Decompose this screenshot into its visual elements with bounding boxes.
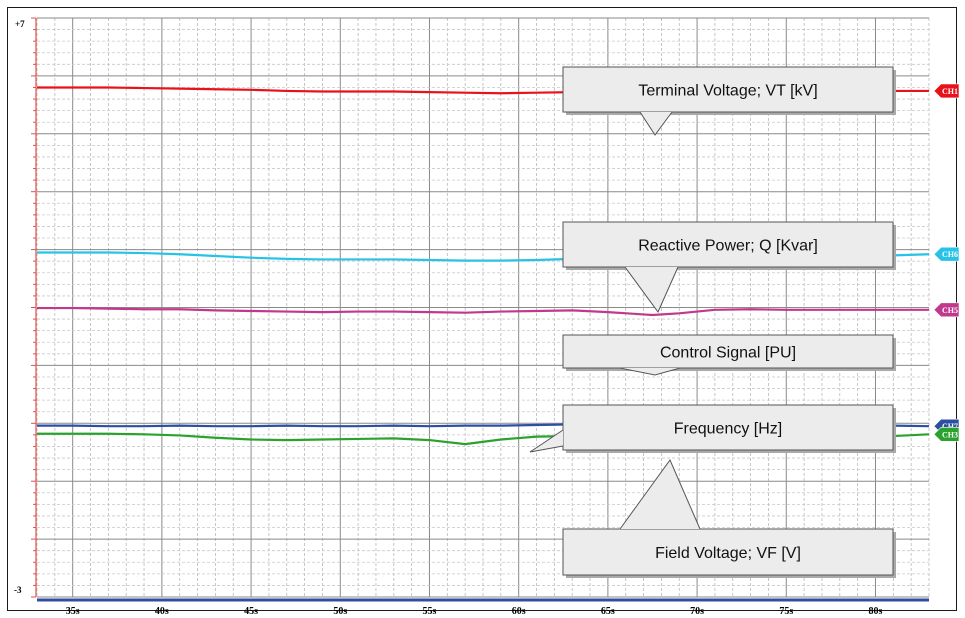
channel-tag-shape: [933, 83, 960, 99]
callout-text: Field Voltage; VF [V]: [655, 545, 801, 562]
callout-box: [562, 221, 894, 268]
callout-box: [562, 334, 894, 369]
y-bottom-label: -3: [14, 585, 22, 595]
callout-text: Control Signal [PU]: [660, 345, 796, 362]
callout-tail: [624, 266, 679, 313]
callout-box: [562, 528, 894, 576]
x-tick-label: 40s: [155, 606, 169, 617]
callout-box: [562, 404, 894, 451]
callout-box: [562, 66, 894, 113]
channel-tag-ch3: CH3: [933, 427, 960, 442]
callout-tail: [619, 367, 681, 376]
x-tick-label: 80s: [869, 606, 883, 617]
callout-tail-fill: [625, 267, 678, 312]
callout-ch1: Terminal Voltage; VT [kV]: [562, 66, 896, 136]
channel-tag-shape: [933, 246, 960, 262]
x-tick-label: 35s: [66, 606, 80, 617]
channel-tag-ch6: CH6: [933, 246, 960, 262]
callout-tail: [639, 111, 673, 136]
x-tick-label: 60s: [512, 606, 526, 617]
channel-tag-label: CH1: [942, 87, 958, 96]
y-top-label: +7: [15, 19, 25, 29]
channel-tag-label: CH6: [942, 250, 958, 259]
x-tick-label: 55s: [423, 606, 437, 617]
callout-tail-fill: [620, 460, 700, 529]
callout-ch6: Reactive Power; Q [Kvar]: [562, 221, 896, 313]
channel-tag-label: CH3: [942, 430, 958, 439]
callout-tail: [619, 458, 701, 530]
callout-ch3: Field Voltage; VF [V]: [562, 458, 896, 578]
channel-tag-ch1: CH1: [933, 83, 960, 99]
callout-text: Frequency [Hz]: [674, 421, 782, 438]
channel-tag-label: CH5: [942, 306, 958, 315]
axes: +7 -3 35s 40s 45s 50s 55s 60s 65s 70s 75s 80s: [14, 17, 929, 617]
callout-tail-fill: [640, 112, 672, 135]
x-tick-label: 75s: [779, 606, 793, 617]
channel-tag-ch5: CH5: [933, 302, 960, 318]
x-tick-label: 45s: [244, 606, 258, 617]
callout-text: Reactive Power; Q [Kvar]: [638, 238, 818, 255]
channel-tag-shape: [933, 302, 960, 318]
callout-ch5: Control Signal [PU]: [562, 334, 896, 376]
callout-ch7: Frequency [Hz]: [529, 404, 896, 453]
x-tick-label: 70s: [690, 606, 704, 617]
x-tick-label: 50s: [333, 606, 347, 617]
callout-text: Terminal Voltage; VT [kV]: [638, 83, 817, 100]
channel-tag-label: CH7: [942, 422, 958, 431]
callout-tail-fill: [620, 368, 680, 375]
callout-tail: [529, 429, 564, 453]
channel-tag-shape: [933, 427, 960, 442]
callouts: Terminal Voltage; VT [kV] Reactive Power;…: [529, 66, 896, 578]
series-line-ch5: [37, 306, 929, 317]
x-tick-label: 65s: [601, 606, 615, 617]
